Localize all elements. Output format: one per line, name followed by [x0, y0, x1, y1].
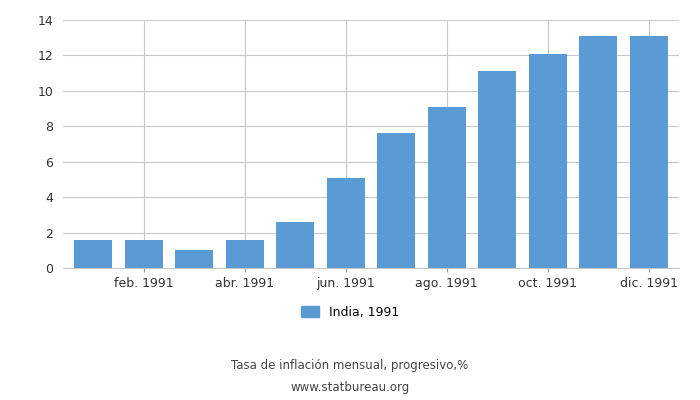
Text: Tasa de inflación mensual, progresivo,%: Tasa de inflación mensual, progresivo,% [232, 360, 468, 372]
Bar [226, 240, 264, 268]
Bar [125, 240, 162, 268]
Bar [175, 250, 214, 268]
Bar [276, 222, 314, 268]
Legend: India, 1991: India, 1991 [295, 301, 405, 324]
Bar [428, 107, 466, 268]
Text: www.statbureau.org: www.statbureau.org [290, 382, 410, 394]
Bar [327, 178, 365, 268]
Bar [377, 133, 415, 268]
Bar [580, 36, 617, 268]
Bar [74, 240, 112, 268]
Bar [528, 54, 567, 268]
Bar [478, 71, 516, 268]
Bar [630, 36, 668, 268]
